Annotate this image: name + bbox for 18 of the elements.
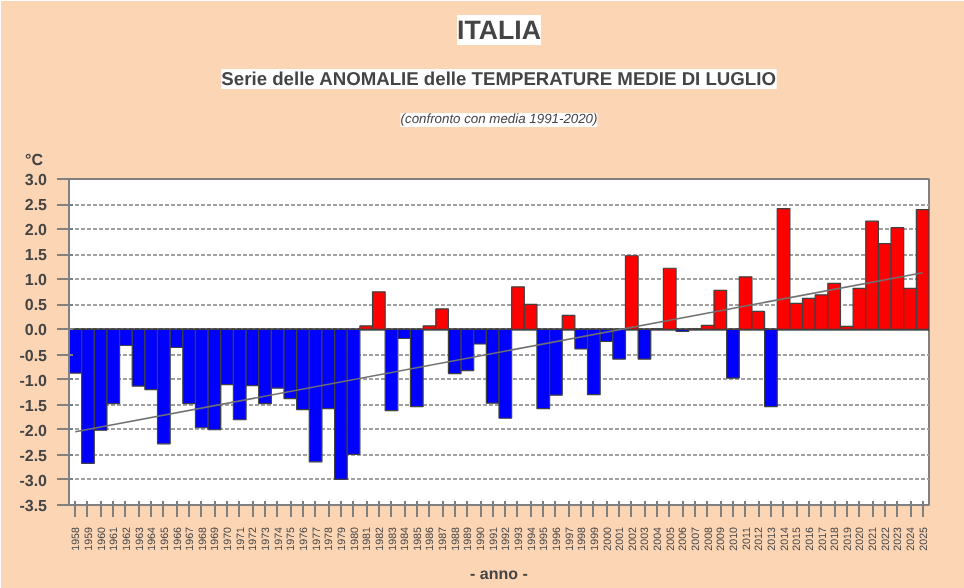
y-tick-label: -1.5 bbox=[19, 396, 49, 415]
y-tick-label: 0.5 bbox=[24, 296, 49, 315]
x-axis-title: - anno - bbox=[470, 564, 529, 583]
y-tick-label: -3.0 bbox=[19, 471, 49, 490]
chart-subtitle: Serie delle ANOMALIE delle TEMPERATURE MEDIE DI LUGLIO bbox=[221, 69, 776, 89]
chart-title: ITALIA bbox=[457, 15, 542, 45]
y-tick-label: 2.0 bbox=[24, 221, 49, 240]
y-tick-label: 1.5 bbox=[24, 246, 49, 265]
y-axis-title: °C bbox=[25, 151, 44, 169]
y-tick-label: 1.0 bbox=[24, 271, 49, 290]
y-tick-label: -3.5 bbox=[19, 497, 49, 515]
y-tick-label: 0.0 bbox=[24, 321, 49, 340]
y-tick-label: 2.5 bbox=[24, 196, 49, 215]
y-tick-label: 3.0 bbox=[24, 171, 49, 189]
y-tick-label: -2.5 bbox=[19, 446, 49, 465]
y-tick-label: -2.0 bbox=[19, 421, 49, 440]
y-tick-label: -1.0 bbox=[19, 371, 49, 390]
y-tick-label: -0.5 bbox=[19, 346, 49, 365]
